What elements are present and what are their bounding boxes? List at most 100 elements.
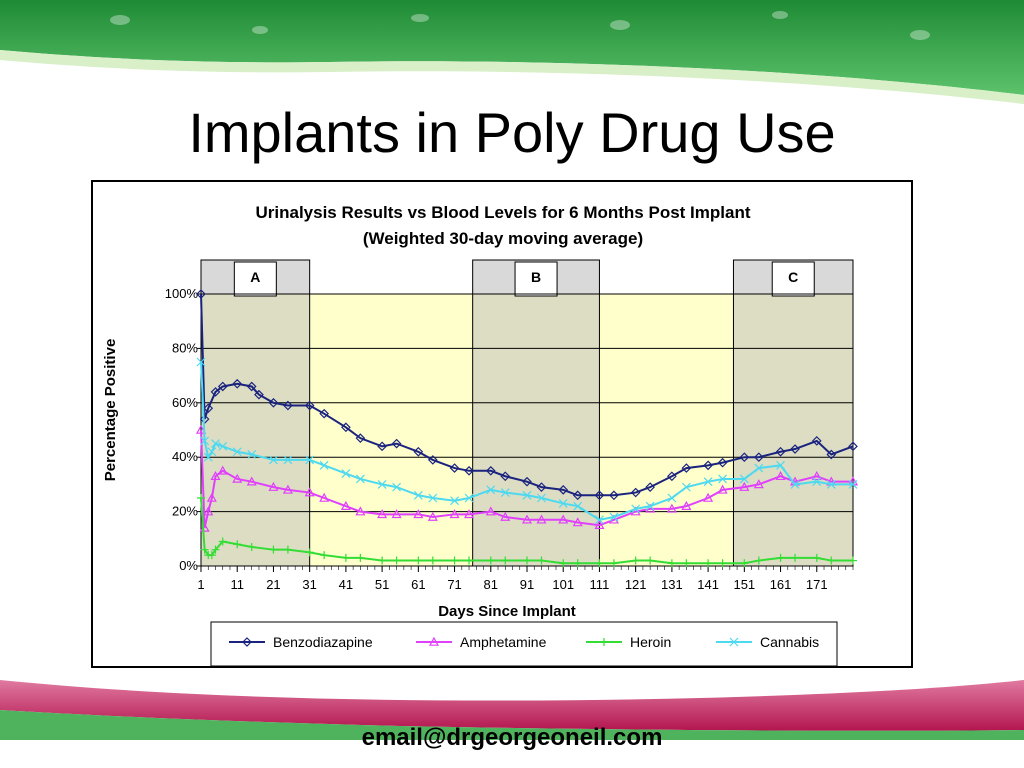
data-point-heroin [523,556,531,565]
data-point-cannabis [558,499,568,508]
legend-marker-amphetamine [428,636,440,646]
data-point-cannabis [486,485,496,495]
y-tick-label: 20% [172,504,198,519]
x-tick-label: 121 [625,577,647,592]
data-point-cannabis [232,447,242,457]
data-point-heroin [218,537,227,546]
data-point-benzodiazapine [630,487,641,498]
region-label-box-a [233,261,277,297]
data-point-benzodiazapine [355,433,366,444]
data-point-amphetamine [268,481,279,491]
data-point-benzodiazapine [848,441,858,452]
data-point-benzodiazapine [464,465,474,476]
chart-container: Urinalysis Results vs Blood Levels for 6… [91,180,913,668]
data-point-amphetamine [572,517,583,527]
legend-label-benzodiazapine: Benzodiazapine [273,634,373,650]
data-point-amphetamine [500,511,511,521]
data-point-amphetamine [558,514,569,524]
data-point-heroin [609,559,618,568]
top-banner [0,0,1024,104]
x-tick-label: 171 [806,577,828,592]
data-point-amphetamine [449,509,460,519]
x-tick-label: 21 [266,577,280,592]
data-point-heroin [197,494,205,502]
data-point-benzodiazapine [500,471,511,482]
data-point-heroin [414,556,423,565]
data-point-amphetamine [391,509,402,519]
x-axis-label: Days Since Implant [438,603,576,620]
data-point-amphetamine [536,514,547,524]
x-tick-label: 51 [375,577,389,592]
x-tick-label: 111 [590,577,610,592]
y-tick-label: 0% [179,558,198,573]
data-point-cannabis [392,482,402,492]
x-tick-label: 161 [770,577,792,592]
footer-email[interactable]: email@drgeorgeoneil.com [361,724,663,751]
data-point-amphetamine [355,506,366,516]
data-point-benzodiazapine [377,441,387,452]
data-point-cannabis [595,515,604,525]
data-point-cannabis [573,501,583,511]
data-point-heroin [465,556,474,565]
data-point-benzodiazapine [811,436,822,446]
data-point-benzodiazapine [775,446,786,457]
data-point-benzodiazapine [210,387,221,397]
legend-marker-benzodiazapine [242,637,252,647]
data-point-cannabis [703,477,713,487]
data-point-cannabis [218,441,228,451]
data-point-heroin [233,540,242,549]
data-point-heroin [827,556,836,565]
data-point-benzodiazapine [449,463,460,473]
x-tick-label: 141 [697,577,719,592]
data-point-amphetamine [753,479,764,489]
data-point-cannabis [645,501,655,511]
data-point-heroin [667,559,676,568]
data-point-heroin [791,553,800,562]
data-point-benzodiazapine [645,482,656,492]
data-point-amphetamine [246,476,257,486]
data-point-cannabis [269,455,278,465]
data-point-benzodiazapine [232,378,243,389]
y-tick-label: 40% [172,449,198,464]
data-point-amphetamine [340,500,351,510]
data-point-benzodiazapine [739,452,750,463]
data-point-cannabis [319,460,329,470]
data-point-benzodiazapine [254,389,264,400]
y-tick-label: 100% [165,286,199,301]
data-point-cannabis [522,490,532,500]
data-point-amphetamine [217,465,228,475]
legend-label-heroin: Heroin [630,634,671,650]
data-point-benzodiazapine [427,455,438,465]
data-point-cannabis [739,474,749,484]
data-point-heroin [704,559,713,568]
data-point-amphetamine [232,473,243,483]
data-point-heroin [269,545,278,554]
data-point-amphetamine [377,509,388,519]
data-point-benzodiazapine [341,422,351,433]
data-point-benzodiazapine [536,482,547,492]
slide-title: Implants in Poly Drug Use [188,101,836,164]
data-point-heroin [200,545,209,554]
data-point-cannabis [450,496,459,506]
data-point-benzodiazapine [268,397,279,408]
data-point-heroin [559,559,568,568]
data-point-amphetamine [304,487,315,497]
data-point-benzodiazapine [391,438,402,449]
x-tick-label: 91 [520,577,534,592]
data-point-cannabis [631,504,641,514]
data-point-benzodiazapine [217,381,228,392]
data-point-heroin [283,545,292,554]
data-point-cannabis [500,488,510,497]
chart-title: Urinalysis Results vs Blood Levels for 6… [255,203,750,222]
legend-marker-heroin [600,638,608,646]
x-tick-label: 131 [661,577,683,592]
data-point-heroin [450,556,459,565]
data-point-cannabis [609,512,619,522]
data-point-cannabis [790,479,800,489]
region-label-b: B [531,269,541,285]
series-line-benzodiazapine [200,293,854,497]
region-label-box-b [514,261,558,297]
data-point-heroin [378,556,387,565]
data-point-cannabis [428,493,438,503]
data-point-heroin [646,556,655,565]
